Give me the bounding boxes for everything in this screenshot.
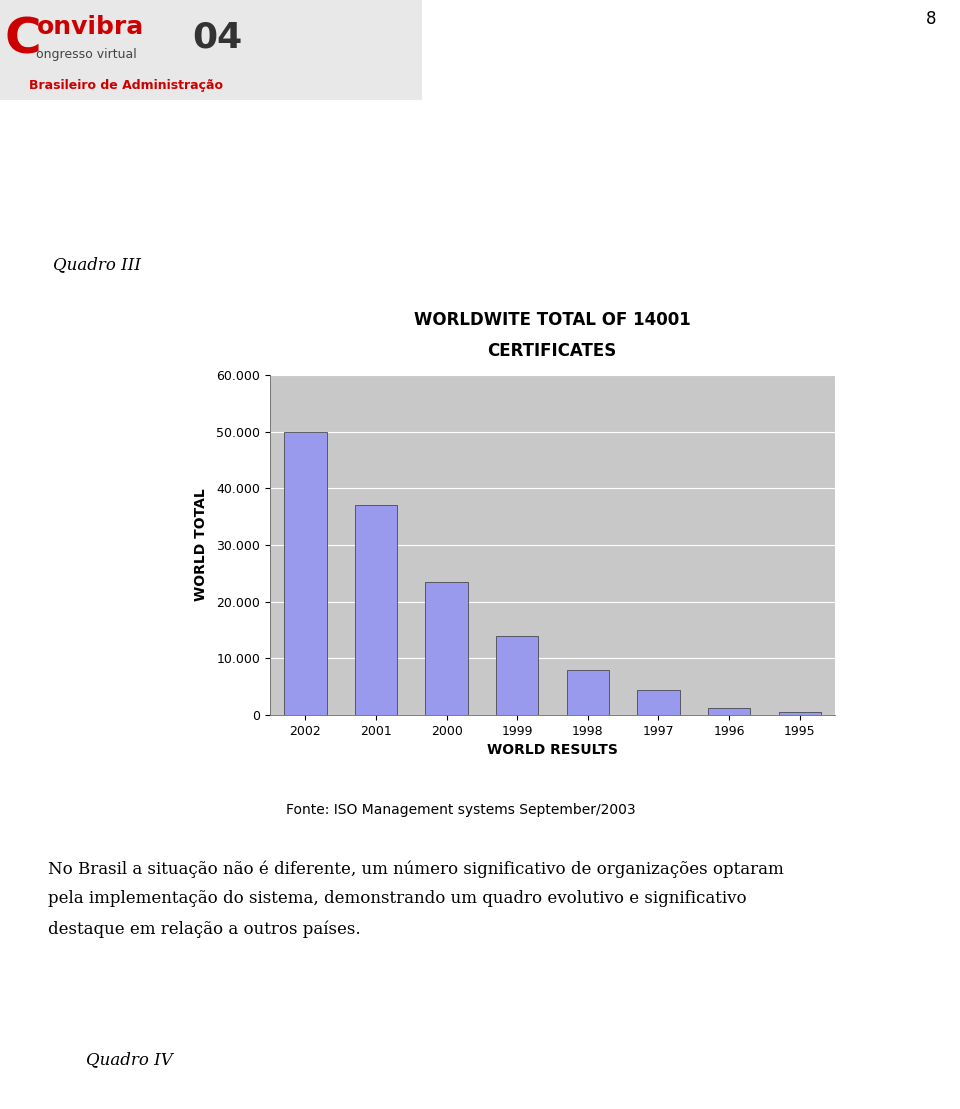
Text: CERTIFICATES: CERTIFICATES	[488, 342, 616, 360]
Text: Quadro IV: Quadro IV	[86, 1051, 173, 1068]
Text: No Brasil a situação não é diferente, um número significativo de organizações op: No Brasil a situação não é diferente, um…	[48, 859, 783, 877]
Bar	[284, 431, 326, 715]
Bar	[355, 506, 397, 715]
Bar	[496, 635, 539, 715]
Text: pela implementação do sistema, demonstrando um quadro evolutivo e significativo: pela implementação do sistema, demonstra…	[48, 891, 747, 907]
Text: 8: 8	[925, 10, 936, 28]
Text: destaque em relação a outros países.: destaque em relação a outros países.	[48, 920, 361, 937]
Bar	[425, 582, 468, 715]
Y-axis label: WORLD TOTAL: WORLD TOTAL	[194, 489, 208, 601]
Bar	[708, 709, 751, 715]
Text: Fonte: ISO Management systems September/2003: Fonte: ISO Management systems September/…	[286, 803, 636, 817]
Text: Brasileiro de Administração: Brasileiro de Administração	[29, 79, 223, 92]
Text: C: C	[5, 16, 41, 63]
Text: WORLDWITE TOTAL OF 14001: WORLDWITE TOTAL OF 14001	[414, 311, 690, 329]
FancyBboxPatch shape	[0, 0, 422, 100]
Bar	[637, 690, 680, 715]
Text: ongresso virtual: ongresso virtual	[36, 48, 137, 61]
Text: 04: 04	[192, 20, 242, 54]
Text: WORLD RESULTS: WORLD RESULTS	[487, 743, 617, 757]
Bar	[779, 712, 821, 715]
Bar	[566, 670, 609, 715]
Text: onvibra: onvibra	[36, 16, 144, 39]
Text: Quadro III: Quadro III	[53, 256, 141, 274]
